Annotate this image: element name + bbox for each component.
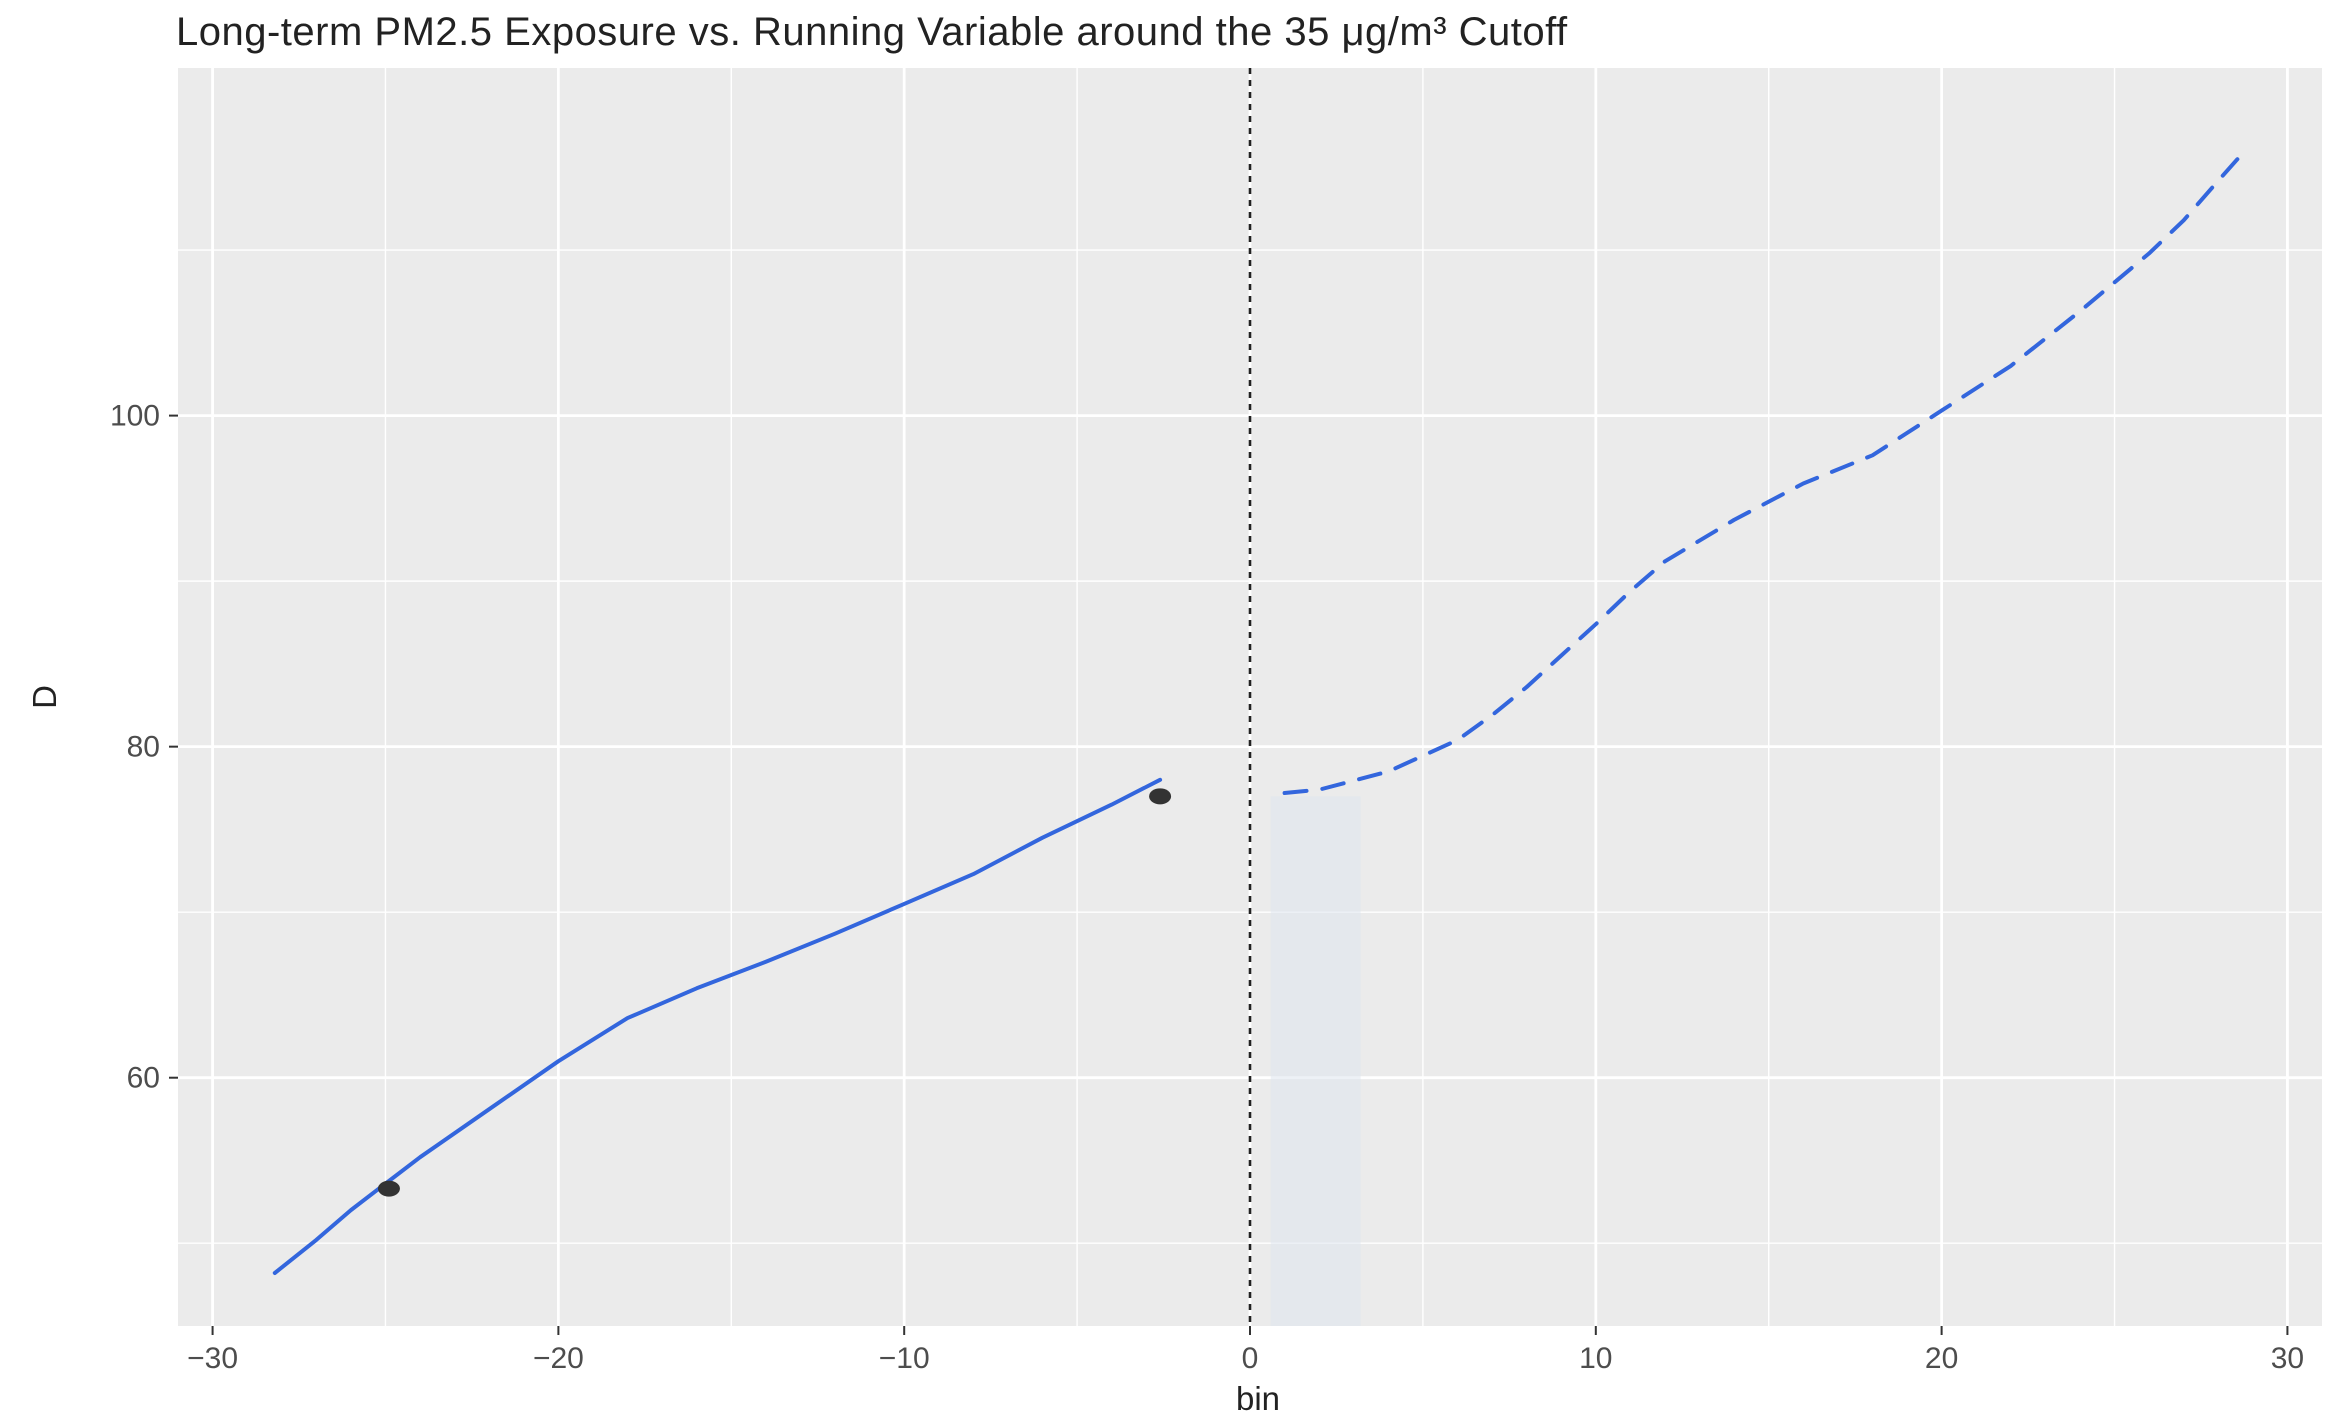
axis-ticks: −30 −20 −10 0 10 20 30 60 80 100 [110,400,2304,1375]
chart-title: Long-term PM2.5 Exposure vs. Running Var… [176,10,1568,54]
x-axis-title: bin [1236,1380,1280,1417]
series-line-2-dashed [1282,155,2241,795]
x-tick-label: −30 [187,1342,238,1375]
data-point [1149,788,1172,805]
confidence-ribbon [1270,796,1361,1326]
x-tick-label: 20 [1925,1342,1958,1375]
x-tick-label: −10 [879,1342,930,1375]
y-tick-label: 100 [110,400,160,433]
x-tick-label: −20 [533,1342,584,1375]
y-tick-label: 80 [127,731,160,764]
x-tick-label: 30 [2271,1342,2304,1375]
points-layer [377,788,1172,1197]
x-tick-label: 0 [1242,1342,1259,1375]
series-layer [272,155,2241,1275]
y-axis-title: D [26,685,63,709]
series-line-1-solid [272,777,1163,1275]
y-tick-label: 60 [127,1062,160,1095]
data-point [377,1180,400,1197]
x-tick-label: 10 [1579,1342,1612,1375]
